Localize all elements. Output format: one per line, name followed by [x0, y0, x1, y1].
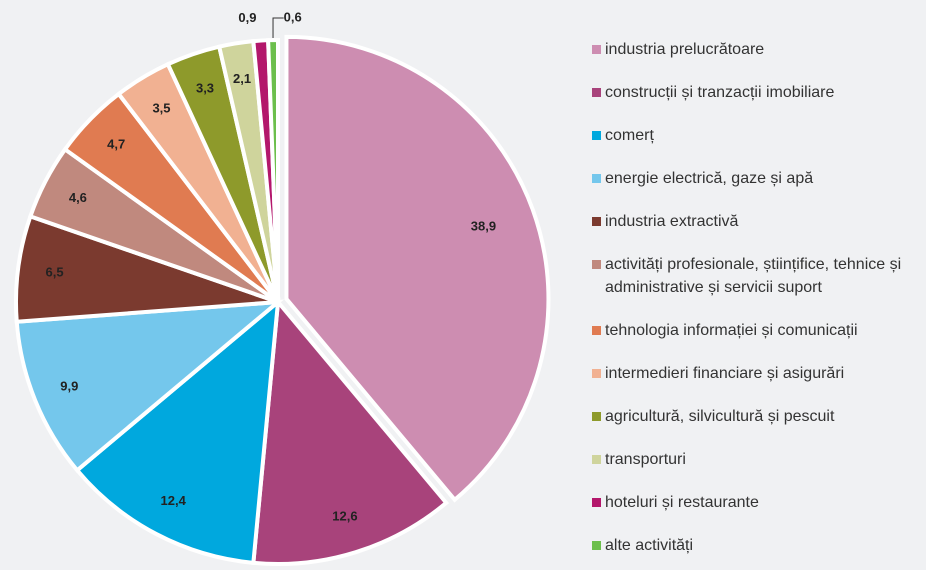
legend-item: hoteluri și restaurante: [592, 491, 922, 514]
legend-item: alte activități: [592, 534, 922, 557]
pie-chart: 38,9 12,6 12,4 9,9 6,5 4,6 4,7 3,5 3,3 2,1 0,9 0,6: [14, 9, 551, 566]
legend: industria prelucrătoare construcții și tr…: [592, 38, 922, 557]
data-label: 12,4: [161, 493, 187, 508]
legend-label: tehnologia informației și comunicații: [605, 322, 858, 339]
data-label: 6,5: [46, 264, 64, 279]
data-label: 2,1: [233, 71, 251, 86]
legend-item: industria prelucrătoare: [592, 38, 922, 61]
legend-item: activități profesionale, științifice, te…: [592, 253, 922, 299]
legend-swatch: [592, 541, 601, 550]
legend-swatch: [592, 498, 601, 507]
data-label: 12,6: [332, 509, 357, 524]
legend-swatch: [592, 369, 601, 378]
legend-label: industria prelucrătoare: [605, 41, 765, 58]
data-label: 0,9: [238, 10, 256, 25]
legend-item: construcții și tranzacții imobiliare: [592, 81, 922, 104]
legend-swatch: [592, 88, 601, 97]
legend-swatch: [592, 260, 601, 269]
legend-swatch: [592, 412, 601, 421]
legend-item: transporturi: [592, 448, 922, 471]
pie-slice: [14, 299, 285, 474]
data-label: 3,5: [152, 101, 170, 116]
leader-line: [272, 17, 284, 39]
legend-swatch: [592, 326, 601, 335]
pie-slice: [251, 297, 450, 566]
legend-swatch: [592, 131, 601, 140]
data-label: 0,6: [284, 9, 302, 24]
legend-label: transporturi: [605, 451, 686, 468]
data-label: 9,9: [60, 378, 78, 393]
legend-label: alte activități: [605, 537, 694, 554]
legend-swatch: [592, 45, 601, 54]
legend-item: tehnologia informației și comunicații: [592, 319, 922, 342]
legend-swatch: [592, 174, 601, 183]
data-label: 3,3: [196, 80, 214, 95]
data-label: 38,9: [471, 219, 496, 234]
legend-item: comerț: [592, 124, 922, 147]
legend-label: energie electrică, gaze și apă: [605, 170, 814, 187]
legend-item: energie electrică, gaze și apă: [592, 167, 922, 190]
legend-label: hoteluri și restaurante: [605, 494, 759, 511]
data-label: 4,6: [69, 190, 87, 205]
legend-item: agricultură, silvicultură și pescuit: [592, 405, 922, 428]
legend-label: agricultură, silvicultură și pescuit: [605, 408, 835, 425]
legend-label: activități profesionale, științifice, te…: [605, 256, 902, 296]
pie-slice: [74, 297, 281, 566]
pie-slice: [266, 37, 280, 303]
pie-slice: [284, 34, 551, 503]
legend-item: industria extractivă: [592, 210, 922, 233]
legend-swatch: [592, 217, 601, 226]
legend-label: comerț: [605, 127, 654, 144]
legend-swatch: [592, 455, 601, 464]
legend-label: industria extractivă: [605, 213, 739, 230]
legend-item: intermedieri financiare și asigurări: [592, 362, 922, 385]
data-label: 4,7: [107, 137, 125, 152]
legend-label: intermedieri financiare și asigurări: [605, 365, 845, 382]
legend-label: construcții și tranzacții imobiliare: [605, 84, 835, 101]
